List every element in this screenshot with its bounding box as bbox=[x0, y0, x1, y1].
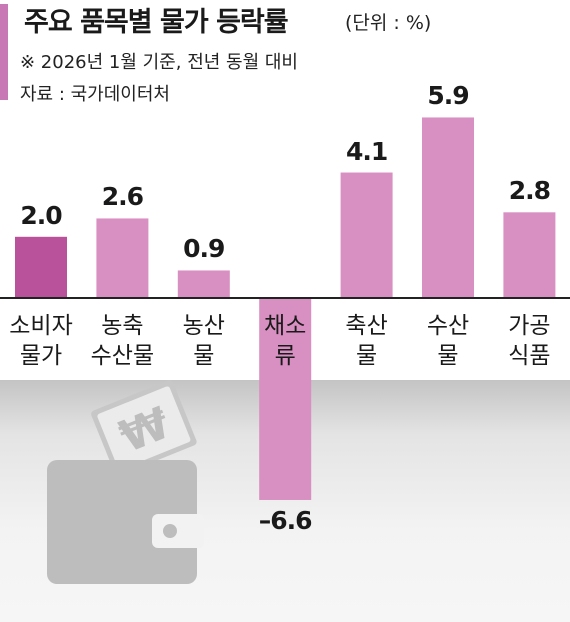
bar-6 bbox=[422, 117, 474, 299]
category-label-line: 농산 bbox=[182, 313, 225, 339]
source-note: 자료 : 국가데이터처 bbox=[20, 84, 170, 105]
value-label-7: 2.8 bbox=[508, 176, 551, 206]
chart-title: 주요 품목별 물가 등락률 bbox=[24, 7, 289, 38]
bar-4 bbox=[259, 298, 312, 500]
category-label-line: 물 bbox=[193, 343, 215, 369]
receipt-icon: ₩ bbox=[91, 380, 197, 476]
category-label-line: 채소 bbox=[264, 313, 307, 339]
bar-5 bbox=[340, 172, 393, 298]
category-label-line: 소비자 bbox=[9, 313, 73, 339]
value-label-5: 4.1 bbox=[345, 136, 388, 166]
value-label-4: –6.6 bbox=[258, 505, 313, 535]
value-label-3: 0.9 bbox=[183, 234, 225, 264]
category-label-line: 식품 bbox=[508, 343, 551, 369]
unit-label: (단위 : %) bbox=[345, 12, 432, 34]
category-label-line: 물 bbox=[356, 343, 378, 369]
category-label-line: 가공 bbox=[508, 313, 551, 339]
value-label-1: 2.0 bbox=[20, 200, 62, 230]
value-label-2: 2.6 bbox=[101, 182, 144, 212]
category-label-line: 물 bbox=[437, 343, 459, 369]
date-note: ※ 2026년 1월 기준, 전년 동월 대비 bbox=[20, 52, 298, 73]
category-label-line: 농축 bbox=[101, 313, 144, 339]
category-label-line: 물가 bbox=[19, 343, 63, 369]
bar-3 bbox=[177, 270, 230, 298]
accent-bar bbox=[0, 4, 8, 100]
category-label-line: 류 bbox=[274, 343, 296, 369]
category-label-line: 수산물 bbox=[90, 343, 155, 369]
bar-1 bbox=[15, 236, 67, 298]
bar-7 bbox=[503, 212, 556, 298]
category-label-line: 축산 bbox=[345, 313, 388, 339]
bar-2 bbox=[96, 218, 149, 298]
value-label-6: 5.9 bbox=[427, 81, 469, 111]
category-label-line: 수산 bbox=[426, 313, 470, 339]
